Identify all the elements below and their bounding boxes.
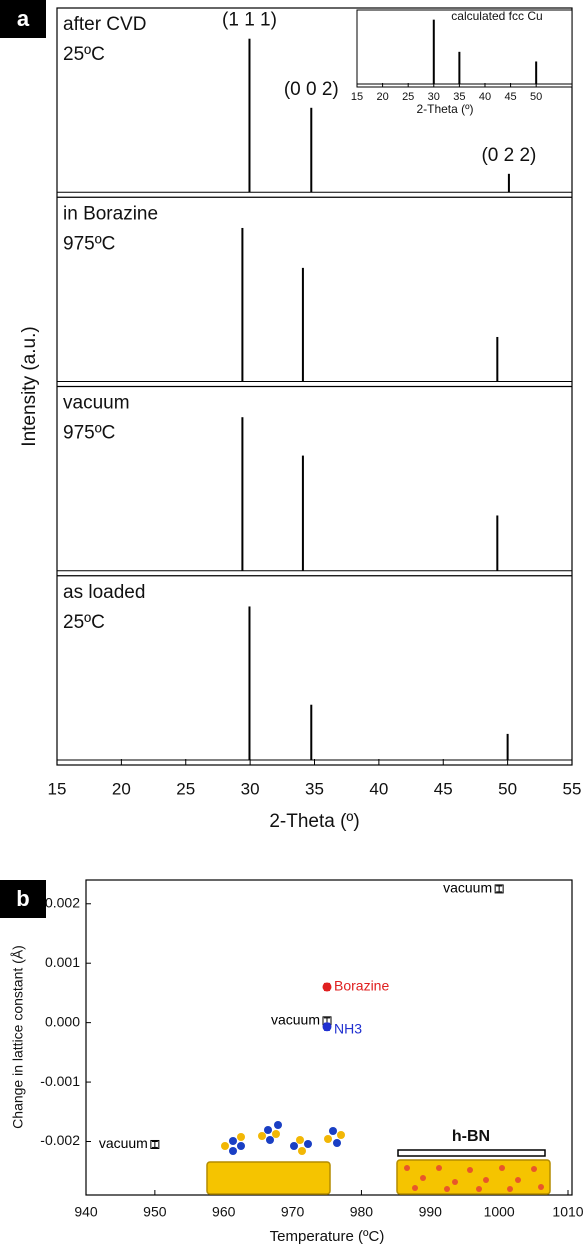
peak-annotation: (0 0 2) — [284, 79, 339, 100]
series-name: as loaded — [63, 582, 145, 603]
peak — [241, 417, 244, 571]
panel-label-box — [0, 0, 46, 38]
series-name: after CVD — [63, 14, 146, 35]
x-tick-label: 25 — [176, 779, 195, 798]
panel-label: b — [16, 886, 29, 911]
x-tick-label: 980 — [350, 1204, 374, 1220]
series-temperature: 25ºC — [63, 612, 105, 633]
x-tick-label: 40 — [369, 779, 388, 798]
x-tick-label: 45 — [504, 91, 516, 103]
x-tick-label: 20 — [112, 779, 131, 798]
x-axis-label: 2-Theta (º) — [269, 811, 359, 832]
marker — [322, 1022, 332, 1032]
marker — [494, 884, 504, 894]
dots — [404, 1165, 544, 1192]
peak — [458, 51, 461, 84]
y-tick-label: -0.001 — [40, 1073, 80, 1089]
cu-hbn-block — [396, 1159, 551, 1195]
y-axis-label: Intensity (a.u.) — [19, 326, 40, 446]
cu-block — [206, 1161, 331, 1195]
peak — [241, 227, 244, 382]
marker — [150, 1139, 160, 1149]
series-name: vacuum — [63, 393, 130, 414]
peak — [507, 173, 510, 193]
x-tick-label: 15 — [351, 91, 363, 103]
panel-label: a — [17, 6, 30, 31]
x-tick-label: 50 — [498, 779, 517, 798]
x-tick-label: 35 — [453, 91, 465, 103]
peak — [496, 336, 499, 382]
point-label: Borazine — [334, 978, 389, 994]
peak — [496, 515, 499, 571]
series-temperature: 25ºC — [63, 44, 105, 65]
y-tick-label: -0.002 — [40, 1132, 80, 1148]
peak — [432, 19, 435, 84]
peak — [301, 455, 304, 571]
peak — [248, 38, 251, 193]
inset-title: calculated fcc Cu — [451, 9, 542, 23]
y-tick-label: 0.000 — [45, 1013, 80, 1029]
x-tick-label: 20 — [376, 91, 388, 103]
x-axis-label: Temperature (ºC) — [270, 1228, 385, 1245]
x-tick-label: 35 — [305, 779, 324, 798]
peak — [248, 606, 251, 760]
x-tick-label: 50 — [530, 91, 542, 103]
series-temperature: 975ºC — [63, 423, 115, 444]
x-tick-label: 55 — [563, 779, 582, 798]
axes-frame — [85, 879, 573, 1196]
y-axis-label: Change in lattice constant (Å) — [10, 945, 26, 1129]
x-tick-label: 950 — [143, 1204, 167, 1220]
peak — [506, 733, 509, 760]
point-label: NH3 — [334, 1021, 362, 1037]
series-name: in Borazine — [63, 203, 158, 224]
peak-annotation: (1 1 1) — [222, 10, 277, 31]
peak-annotation: (0 2 2) — [481, 145, 536, 166]
point-label: vacuum — [99, 1135, 148, 1151]
x-tick-label: 30 — [428, 91, 440, 103]
series-temperature: 975ºC — [63, 233, 115, 254]
x-tick-label: 40 — [479, 91, 491, 103]
peak — [535, 61, 538, 84]
peak — [310, 107, 313, 193]
x-tick-label: 25 — [402, 91, 414, 103]
molecules — [221, 1121, 345, 1155]
peak — [301, 267, 304, 382]
peak — [310, 704, 313, 760]
x-tick-label: 1010 — [552, 1204, 583, 1220]
hbn-layer — [397, 1149, 546, 1157]
point-label: vacuum — [443, 880, 492, 896]
x-tick-label: 990 — [419, 1204, 443, 1220]
point-label: vacuum — [271, 1012, 320, 1028]
x-tick-label: 960 — [212, 1204, 236, 1220]
y-tick-label: 0.002 — [45, 894, 80, 910]
x-tick-label: 45 — [434, 779, 453, 798]
illustration-label: h-BN — [452, 1128, 490, 1145]
marker — [322, 982, 332, 992]
panel-label-box — [0, 880, 46, 918]
x-tick-label: 1000 — [484, 1204, 515, 1220]
x-tick-label: 970 — [281, 1204, 305, 1220]
inset-x-label: 2-Theta (º) — [416, 102, 473, 116]
x-tick-label: 15 — [48, 779, 67, 798]
y-tick-label: 0.001 — [45, 954, 80, 970]
x-tick-label: 30 — [241, 779, 260, 798]
illustration — [206, 1121, 551, 1195]
x-tick-label: 940 — [74, 1204, 98, 1220]
